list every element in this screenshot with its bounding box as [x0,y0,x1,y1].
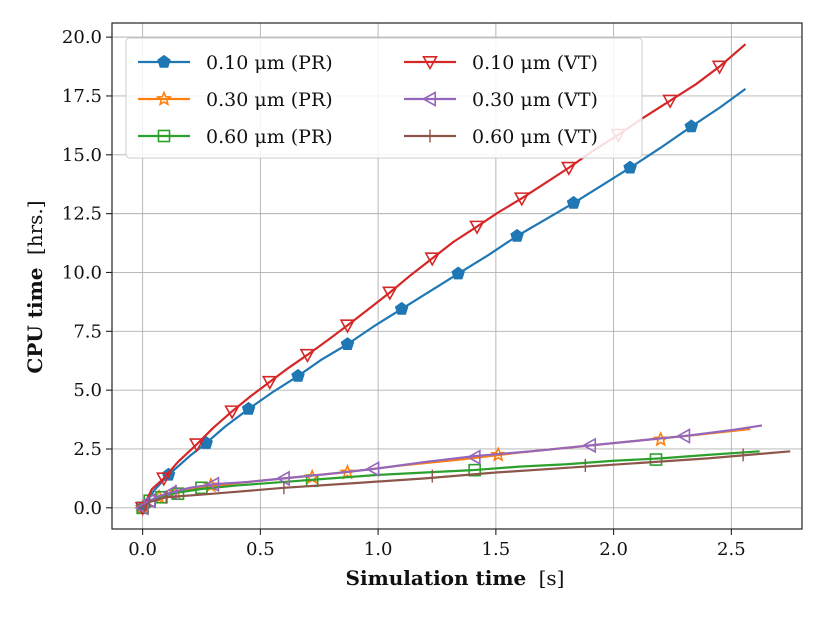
y-tick-label: 10.0 [62,262,102,283]
data-point-0-10-um-vt [382,286,398,301]
legend-marker [422,55,438,71]
legend-label: 0.10 μm (VT) [472,52,598,74]
data-point-0-10-um-pr [566,195,581,209]
data-point-0-60-um-pr [171,487,185,501]
x-tick-label: 1.0 [364,539,393,560]
legend-label: 0.60 μm (PR) [206,126,333,148]
legend-marker [157,129,171,143]
y-tick-label: 17.5 [62,86,102,107]
y-tick-label: 0.0 [73,498,102,519]
legend-label: 0.30 μm (VT) [472,89,598,111]
legend-marker [157,54,171,68]
data-point-0-10-um-pr [510,228,524,242]
data-point-0-10-um-pr [684,119,699,133]
y-tick-label: 12.5 [62,204,102,225]
legend-item-0-10-um-pr: 0.10 μm (PR) [138,52,333,74]
data-point-0-10-um-vt [134,501,151,516]
data-point-0-10-um-pr [623,160,637,174]
y-tick-label: 15.0 [62,145,102,166]
legend-item-0-60-um-vt: 0.60 μm (VT) [404,126,598,148]
legend-item-0-10-um-vt: 0.10 μm (VT) [404,52,598,74]
series-line-0-60-um-vt [141,450,791,509]
data-point-0-30-um-vt [581,437,597,454]
series-line-0-30-um-vt [141,424,763,509]
data-point-0-10-um-vt [261,375,278,391]
axis-ticks: 0.0 0.5 1.0 1.5 2.0 2.5 0.0 2.5 5.0 7.5 10.0 12.5 15… [62,27,746,560]
data-point-0-10-um-vt [155,472,172,487]
data-point-0-10-um-vt [662,94,678,109]
legend-marker [155,90,173,106]
x-tick-label: 0.5 [246,539,275,560]
data-point-0-10-um-vt [513,192,530,207]
data-point-0-10-um-vt [424,252,441,267]
series-0-60-um-vt [141,448,791,509]
data-point-0-10-um-vt [188,438,205,453]
y-tick-label: 5.0 [73,380,102,401]
data-point-0-10-um-vt [339,319,356,334]
data-point-0-30-um-vt [365,461,380,477]
data-point-0-10-um-pr [451,266,465,280]
legend: 0.10 μm (PR) 0.30 μm (PR) 0.60 μm (PR) 0.10… [125,37,643,159]
x-tick-label: 0.0 [128,539,157,560]
data-point-0-10-um-vt [224,405,240,420]
y-tick-label: 7.5 [73,321,102,342]
data-point-0-30-um-vt [205,476,220,493]
data-point-0-10-um-vt [711,60,728,75]
data-point-0-30-um-vt [466,449,481,466]
y-tick-label: 20.0 [62,27,102,48]
data-point-0-30-um-vt [162,484,177,501]
data-point-0-30-um-vt [134,499,149,516]
plot-area-frame [111,22,803,530]
data-point-0-10-um-vt [561,161,577,176]
legend-label: 0.30 μm (PR) [206,89,333,111]
data-point-0-60-um-pr [649,453,663,466]
data-point-0-30-um-vt [676,428,691,444]
legend-marker [421,91,437,107]
data-point-0-10-um-pr [340,337,355,351]
y-tick-label: 2.5 [73,439,102,460]
data-point-0-60-um-pr [468,463,481,477]
y-axis-title: CPU time [hrs.] [23,200,47,373]
data-point-0-10-um-vt [299,348,316,363]
legend-item-0-30-um-vt: 0.30 μm (VT) [404,89,598,111]
legend-label: 0.10 μm (PR) [206,52,333,74]
legend-item-0-60-um-pr: 0.60 μm (PR) [138,126,333,148]
data-point-0-10-um-pr [394,301,409,315]
data-point-0-10-um-vt [469,220,485,235]
x-tick-label: 2.0 [599,539,628,560]
data-point-0-10-um-pr [241,401,256,415]
legend-box [125,37,643,159]
x-axis-title: Simulation time [s] [346,566,565,590]
legend-item-0-30-um-pr: 0.30 μm (PR) [138,89,333,111]
legend-label: 0.60 μm (VT) [472,126,598,148]
x-tick-label: 2.5 [717,539,746,560]
x-tick-label: 1.5 [482,539,511,560]
data-point-0-10-um-pr [291,368,305,382]
